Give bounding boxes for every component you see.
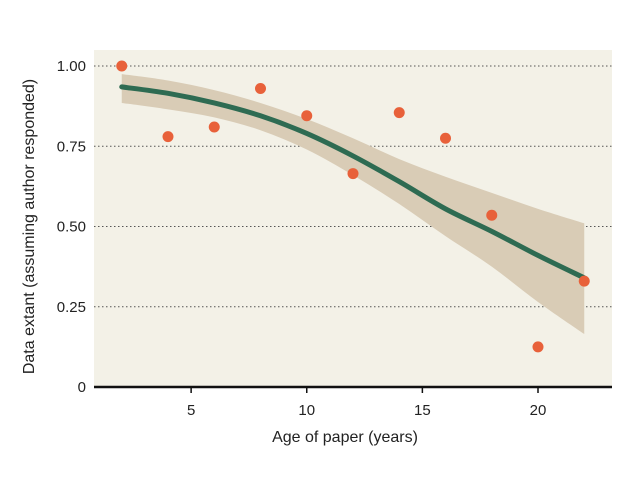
y-tick-label: 0.50 <box>57 219 86 236</box>
data-point <box>301 110 313 122</box>
x-tick-label: 5 <box>187 402 195 419</box>
y-axis-ticks: 0 0.25 0.50 0.75 1.00 <box>57 58 86 396</box>
data-point <box>347 168 359 180</box>
confidence-band <box>121 74 585 335</box>
x-tick-label: 15 <box>414 402 431 419</box>
y-tick-label: 1.00 <box>57 58 86 75</box>
y-tick-label: 0 <box>78 379 86 396</box>
data-point <box>440 132 451 144</box>
data-point <box>578 275 590 287</box>
data-point <box>208 121 220 133</box>
data-point <box>393 107 405 119</box>
data-point <box>116 60 128 72</box>
data-points <box>116 60 590 353</box>
data-point <box>162 131 174 143</box>
y-tick-label: 0.25 <box>57 299 86 316</box>
x-axis-title: Age of paper (years) <box>272 429 418 446</box>
data-point <box>532 341 544 353</box>
x-tick-label: 10 <box>298 402 315 419</box>
data-point <box>486 209 498 221</box>
x-axis-ticks: 5 10 15 20 <box>187 387 546 419</box>
fit-line <box>119 84 587 281</box>
y-tick-label: 0.75 <box>57 138 86 155</box>
x-tick-label: 20 <box>530 402 547 419</box>
y-axis-title: Data extant (assuming author responded) <box>21 79 38 374</box>
data-point <box>255 83 266 95</box>
